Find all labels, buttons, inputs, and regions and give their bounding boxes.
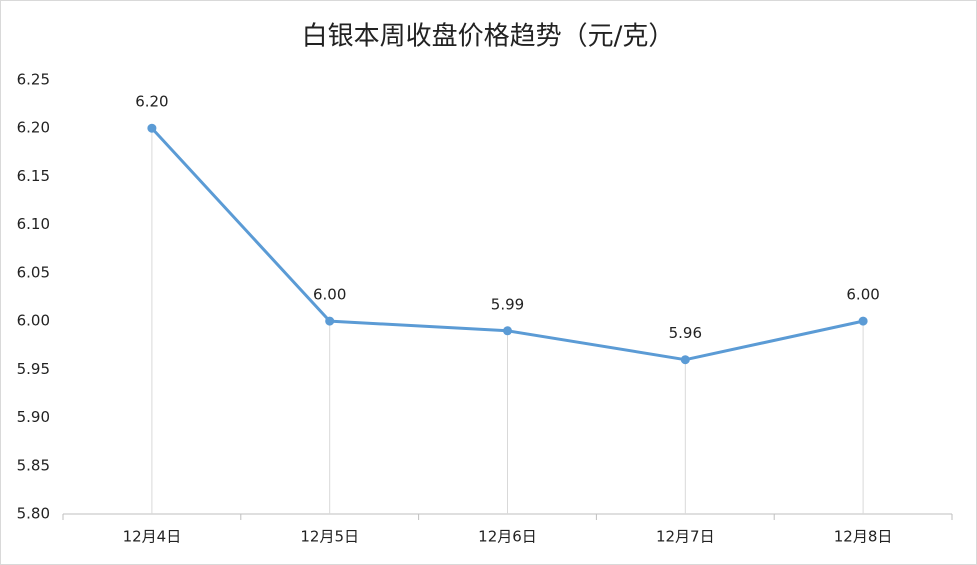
y-tick-label: 5.80 (17, 505, 50, 523)
value-label: 6.20 (135, 93, 168, 111)
y-tick-label: 6.15 (17, 167, 50, 185)
x-tick-label: 12月7日 (656, 528, 715, 546)
x-tick-label: 12月6日 (478, 528, 537, 546)
x-tick-label: 12月5日 (300, 528, 359, 546)
y-tick-label: 6.00 (17, 312, 50, 330)
x-tick-label: 12月8日 (834, 528, 893, 546)
point (325, 316, 335, 326)
y-tick-label: 6.10 (17, 215, 50, 233)
y-tick-label: 5.90 (17, 408, 50, 426)
value-label: 5.96 (669, 324, 702, 342)
y-tick-label: 6.05 (17, 263, 50, 281)
y-tick-label: 5.95 (17, 360, 50, 378)
value-label: 6.00 (313, 286, 346, 304)
y-tick-label: 6.20 (17, 119, 50, 137)
chart-title: 白银本周收盘价格趋势（元/克） (302, 22, 675, 52)
y-tick-label: 5.85 (17, 456, 50, 474)
point (503, 326, 512, 336)
point (858, 316, 868, 326)
point (680, 355, 690, 365)
value-label: 6.00 (846, 286, 879, 304)
value-label: 5.99 (491, 295, 524, 313)
x-tick-label: 12月4日 (123, 528, 182, 546)
point (147, 123, 157, 133)
y-tick-label: 6.25 (17, 71, 50, 89)
